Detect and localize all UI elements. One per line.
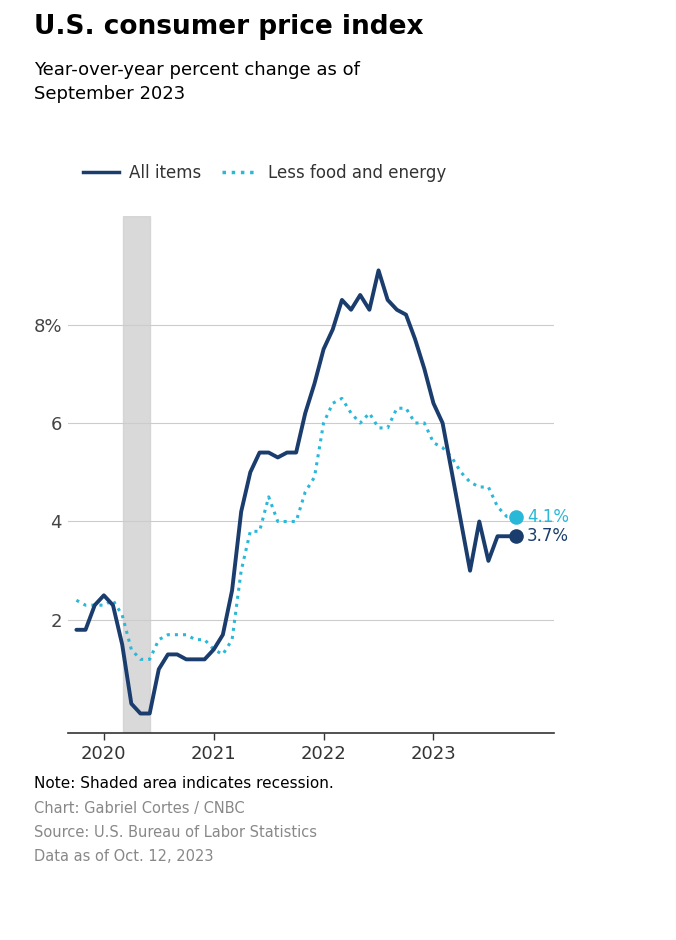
Text: 3.7%: 3.7% bbox=[527, 527, 569, 545]
Text: Data as of Oct. 12, 2023: Data as of Oct. 12, 2023 bbox=[34, 849, 214, 864]
Point bbox=[510, 509, 521, 525]
Text: U.S. consumer price index: U.S. consumer price index bbox=[34, 14, 423, 40]
Point bbox=[510, 528, 521, 543]
Text: Chart: Gabriel Cortes / CNBC: Chart: Gabriel Cortes / CNBC bbox=[34, 801, 245, 816]
Text: Year-over-year percent change as of
September 2023: Year-over-year percent change as of Sept… bbox=[34, 61, 360, 102]
Text: 4.1%: 4.1% bbox=[527, 508, 569, 525]
Text: Source: U.S. Bureau of Labor Statistics: Source: U.S. Bureau of Labor Statistics bbox=[34, 825, 317, 840]
Legend: All items, Less food and energy: All items, Less food and energy bbox=[76, 157, 453, 189]
Bar bbox=[122, 216, 150, 733]
Text: Note: Shaded area indicates recession.: Note: Shaded area indicates recession. bbox=[34, 776, 333, 791]
